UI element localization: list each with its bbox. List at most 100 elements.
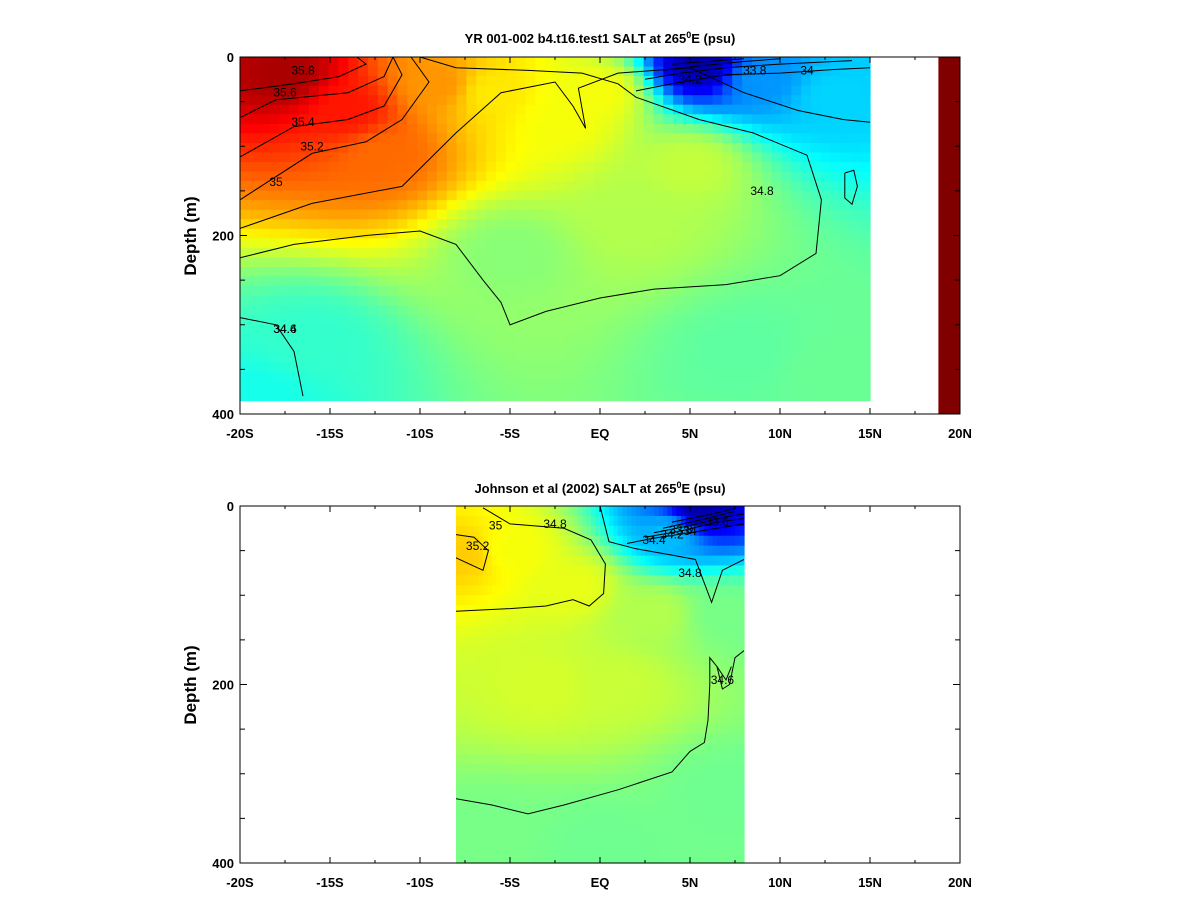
salinity-cell <box>604 753 610 765</box>
salinity-cell <box>692 76 704 87</box>
salinity-cell <box>609 694 615 705</box>
salinity-cell <box>627 644 633 656</box>
salinity-cell <box>546 783 552 795</box>
salinity-cell <box>663 371 674 383</box>
salinity-cell <box>259 352 271 364</box>
salinity-cell <box>633 391 645 402</box>
salinity-cell <box>730 714 736 725</box>
salinity-cell <box>726 625 732 636</box>
salinity-cell <box>338 133 349 144</box>
salinity-cell <box>717 763 723 775</box>
salinity-cell <box>555 753 561 765</box>
salinity-cell <box>631 753 637 765</box>
salinity-cell <box>667 773 673 785</box>
salinity-cell <box>564 66 576 77</box>
salinity-cell <box>574 104 586 115</box>
salinity-cell <box>460 853 466 864</box>
salinity-cell <box>546 644 552 656</box>
salinity-cell <box>594 133 605 144</box>
salinity-cell <box>682 247 694 259</box>
salinity-cell <box>595 793 601 805</box>
salinity-cell <box>667 555 673 567</box>
salinity-cell <box>699 793 705 805</box>
salinity-cell <box>840 228 851 239</box>
salinity-cell <box>465 833 471 844</box>
salinity-cell <box>525 152 536 163</box>
salinity-cell <box>377 152 389 163</box>
salinity-cell <box>460 605 466 616</box>
salinity-cell <box>673 209 684 220</box>
salinity-cell <box>860 171 871 182</box>
salinity-cell <box>577 605 583 616</box>
salinity-cell <box>654 575 660 586</box>
salinity-cell <box>427 238 438 249</box>
salinity-cell <box>703 753 709 765</box>
salinity-cell <box>600 803 606 815</box>
salinity-cell <box>417 228 428 239</box>
salinity-cell <box>487 773 493 785</box>
salinity-cell <box>702 343 714 354</box>
salinity-cell <box>259 247 271 259</box>
salinity-cell <box>613 803 619 815</box>
salinity-cell <box>456 615 462 626</box>
salinity-cell <box>545 391 556 402</box>
salinity-cell <box>708 833 714 844</box>
salinity-cell <box>690 833 696 844</box>
salinity-cell <box>673 85 684 96</box>
salinity-cell <box>358 276 369 287</box>
salinity-cell <box>446 171 458 182</box>
salinity-cell <box>510 734 516 745</box>
salinity-cell <box>318 228 330 239</box>
salinity-cell <box>568 515 574 527</box>
salinity-cell <box>730 506 736 517</box>
salinity-cell <box>712 753 718 765</box>
salinity-cell <box>860 381 871 392</box>
salinity-cell <box>545 324 556 335</box>
salinity-cell <box>692 123 704 134</box>
salinity-cell <box>681 734 687 745</box>
salinity-cell <box>545 247 556 259</box>
salinity-cell <box>564 238 576 249</box>
salinity-cell <box>658 704 664 715</box>
salinity-cell <box>407 161 418 173</box>
salinity-cell <box>591 734 597 745</box>
salinity-cell <box>751 190 763 201</box>
salinity-cell <box>496 545 502 557</box>
salinity-cell <box>460 674 466 686</box>
salinity-cell <box>465 674 471 686</box>
salinity-cell <box>702 209 714 220</box>
salinity-cell <box>654 744 660 755</box>
salinity-cell <box>791 142 802 154</box>
salinity-cell <box>427 209 438 220</box>
salinity-cell <box>417 343 428 354</box>
salinity-cell <box>600 535 606 547</box>
salinity-cell <box>721 744 727 755</box>
salinity-cell <box>456 555 462 567</box>
salinity-cell <box>537 803 543 815</box>
salinity-cell <box>699 744 705 755</box>
salinity-cell <box>550 595 556 606</box>
salinity-cell <box>840 381 851 392</box>
salinity-cell <box>387 123 399 134</box>
salinity-cell <box>573 555 579 567</box>
salinity-cell <box>739 545 745 557</box>
salinity-cell <box>586 823 592 834</box>
salinity-cell <box>712 266 723 278</box>
salinity-cell <box>649 853 655 864</box>
salinity-cell <box>742 333 753 344</box>
salinity-cell <box>692 219 704 230</box>
salinity-cell <box>801 95 812 106</box>
salinity-cell <box>397 161 408 173</box>
salinity-cell <box>751 171 763 182</box>
salinity-cell <box>466 266 477 278</box>
salinity-cell <box>643 314 655 325</box>
salinity-cell <box>735 793 741 805</box>
salinity-cell <box>469 813 475 824</box>
salinity-cell <box>528 734 534 745</box>
salinity-cell <box>649 525 655 537</box>
y-tick-label: 0 <box>227 499 234 514</box>
salinity-cell <box>367 123 379 134</box>
salinity-cell <box>791 76 802 87</box>
salinity-cell <box>387 295 399 306</box>
salinity-cell <box>690 615 696 626</box>
